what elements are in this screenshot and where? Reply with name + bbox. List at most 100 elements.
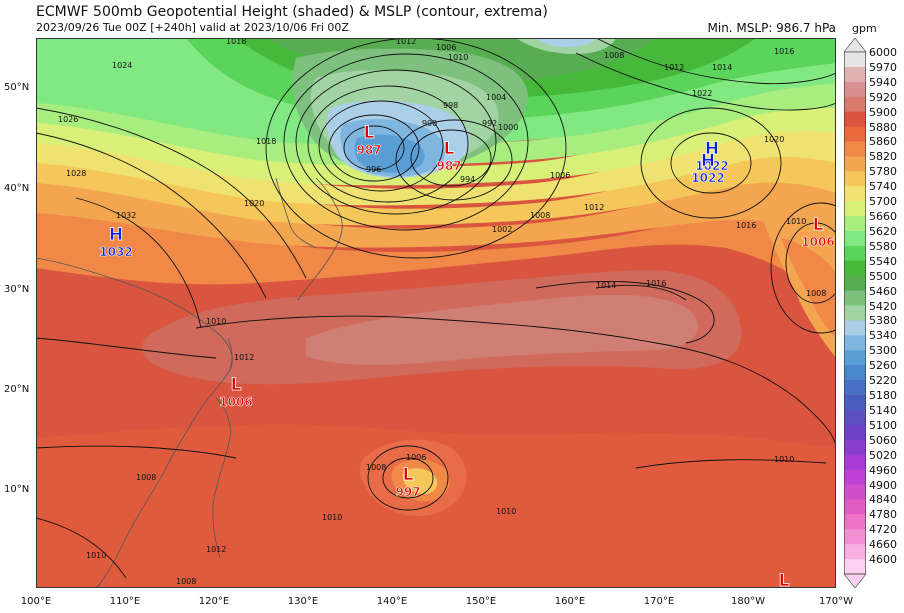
- map-frame: [36, 38, 836, 588]
- isobar-label: 1016: [646, 279, 666, 288]
- low-pressure-marker: L: [813, 215, 824, 235]
- colorbar-swatch: [844, 171, 866, 187]
- colorbar-tick-label: 5820: [869, 150, 897, 164]
- height-field-5740: [36, 104, 836, 206]
- pressure-extremum-value: 1022: [691, 171, 724, 185]
- pressure-extremum-value: 1032: [99, 245, 132, 259]
- height-field-5920: [306, 294, 699, 365]
- colorbar-swatch: [844, 126, 866, 142]
- pressure-extremum-value: 1022: [695, 159, 728, 173]
- colorbar-swatch: [844, 454, 866, 471]
- isobar-label: 994: [460, 175, 475, 184]
- colorbar-tick-label: 5220: [869, 374, 897, 388]
- pressure-extremum-value: 1006: [801, 235, 834, 249]
- colorbar-tick-label: 5420: [869, 299, 897, 313]
- colorbar-tick-label: 6000: [869, 46, 897, 59]
- min-mslp-readout: Min. MSLP: 986.7 hPa: [707, 21, 837, 35]
- isobar-label: 1014: [712, 63, 732, 72]
- colorbar-unit: gpm: [852, 22, 877, 35]
- isobar-label: 1004: [486, 93, 506, 102]
- isobar-label: 1010: [86, 551, 106, 560]
- isobar-label: 992: [482, 119, 497, 128]
- chart-title: ECMWF 500mb Geopotential Height (shaded)…: [36, 4, 548, 20]
- colorbar-tick-label: 5900: [869, 105, 897, 119]
- colorbar-swatch: [844, 469, 866, 486]
- colorbar-tick-label: 5380: [869, 314, 897, 328]
- latitude-label: 10°N: [4, 484, 30, 495]
- height-field-5860-east: [781, 238, 836, 338]
- colorbar-tick-label: 5860: [869, 135, 897, 149]
- isobar-label: 1010: [774, 455, 794, 464]
- isobar-label: 1010: [496, 507, 516, 516]
- colorbar-tick-label: 5100: [869, 418, 897, 432]
- colorbar-tick-label: 5020: [869, 448, 897, 462]
- isobar-label: 1008: [366, 463, 386, 472]
- colorbar-swatch: [844, 81, 866, 98]
- colorbar-tick-label: 4780: [869, 508, 897, 522]
- pressure-extremum-value: 997: [395, 485, 420, 499]
- isobar-label: 1014: [596, 281, 616, 290]
- colorbar-swatch: [844, 395, 866, 411]
- longitude-label: 130°E: [287, 596, 319, 607]
- latitude-label: 20°N: [4, 384, 30, 395]
- colorbar-tick-label: 5140: [869, 403, 897, 417]
- isobar-label: 1010: [322, 513, 342, 522]
- isobar-label: 1010: [786, 217, 806, 226]
- colorbar-swatch: [844, 230, 866, 247]
- colorbar-swatch: [844, 350, 866, 366]
- isobar-label: 1008: [604, 51, 624, 60]
- longitude-label: 170°E: [643, 596, 675, 607]
- high-pressure-marker: H: [701, 151, 715, 171]
- pressure-extremum-value: 1006: [219, 395, 252, 409]
- isobar-label: 1020: [764, 135, 784, 144]
- low-pressure-marker: L: [231, 375, 242, 395]
- colorbar-tick-label: 5340: [869, 329, 897, 343]
- colorbar-swatch: [844, 201, 866, 217]
- colorbar-tick-label: 5700: [869, 195, 897, 209]
- colorbar-swatch: [844, 96, 866, 113]
- colorbar-tick-label: 5460: [869, 284, 897, 298]
- colorbar-tick-label: 4720: [869, 523, 897, 537]
- isobar-label: 1018: [226, 38, 246, 46]
- colorbar-tick-label: 4600: [869, 553, 897, 567]
- isobar-label: 1012: [234, 353, 254, 362]
- isobar-label: 1012: [664, 63, 684, 72]
- isobar-label: 1010: [206, 317, 226, 326]
- height-field-5300: [354, 134, 425, 173]
- colorbar-swatch: [844, 290, 866, 307]
- isobar-label: 1008: [176, 577, 196, 586]
- latitude-label: 50°N: [4, 82, 30, 93]
- colorbar-tick-label: 4960: [869, 463, 897, 477]
- longitude-label: 110°E: [109, 596, 141, 607]
- colorbar: [844, 38, 866, 588]
- height-field-5860: [36, 188, 836, 308]
- colorbar-tick-label: 5580: [869, 239, 897, 253]
- colorbar-tick-label: 5500: [869, 269, 897, 283]
- latitude-label: 40°N: [4, 183, 30, 194]
- isobar-label: 1012: [584, 203, 604, 212]
- colorbar-swatch: [844, 260, 866, 277]
- longitude-label: 180°W: [731, 596, 765, 607]
- isobar-label: 1016: [774, 47, 794, 56]
- colorbar-swatch: [844, 275, 866, 292]
- isobar-label: 1006: [550, 171, 570, 180]
- colorbar-swatch: [844, 52, 866, 68]
- isobar-label: 1028: [66, 169, 86, 178]
- colorbar-tick-label: 5970: [869, 60, 897, 74]
- colorbar-swatch: [844, 305, 866, 321]
- colorbar-swatch: [844, 216, 866, 232]
- colorbar-tick-label: 4900: [869, 478, 897, 492]
- isobar-label: 998: [443, 101, 458, 110]
- isobar-label: 1026: [58, 115, 78, 124]
- colorbar-swatch: [844, 424, 866, 441]
- isobar-label: 1022: [692, 89, 712, 98]
- colorbar-swatch: [844, 111, 866, 128]
- low-pressure-marker: L: [444, 139, 455, 159]
- isobar-label: 1018: [256, 137, 276, 146]
- longitude-label: 100°E: [20, 596, 52, 607]
- colorbar-tick-label: 5300: [869, 344, 897, 358]
- isobar-label: 1000: [498, 123, 518, 132]
